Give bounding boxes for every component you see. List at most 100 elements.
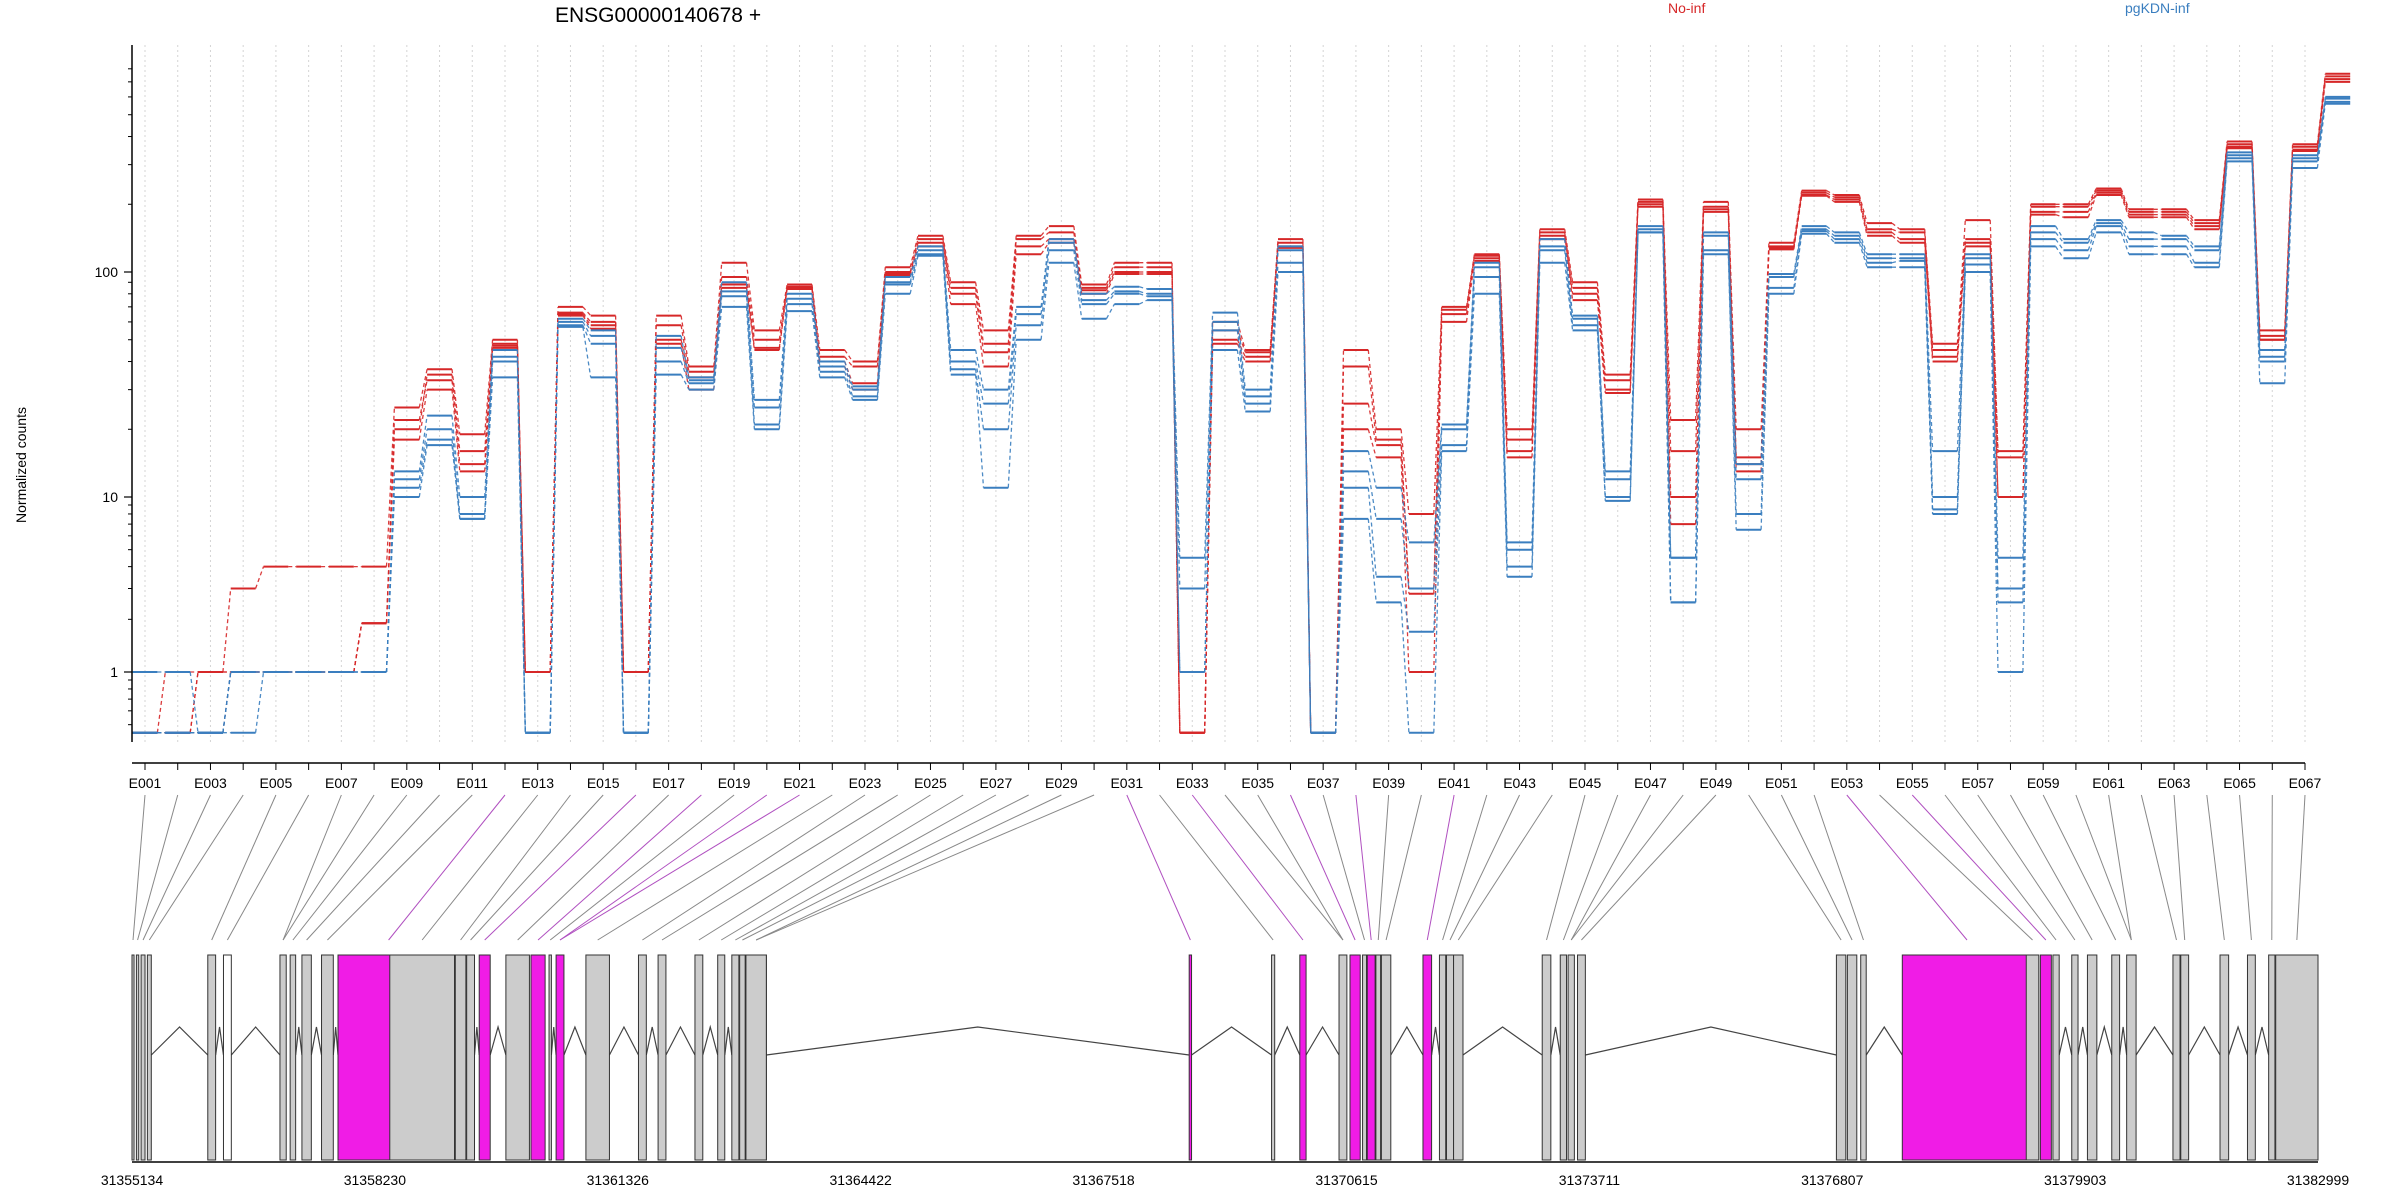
y-tick-label: 10 [102,489,118,505]
intron [608,1025,640,1056]
x-tick-label: E047 [1634,775,1667,791]
intron [2254,1026,2270,1056]
exon-box [140,954,146,1161]
series-connector [157,101,2326,734]
intron [2077,1026,2089,1056]
exon-box [301,954,312,1161]
exon-connector [1944,794,2057,941]
exon-box [1366,954,1376,1161]
exon-box [1380,954,1392,1161]
exon-box [585,954,610,1161]
exon-connector [421,794,539,941]
series-line [132,75,2351,734]
exon-connector [1879,794,2033,941]
exon-box [222,954,232,1161]
exon-box [1338,954,1348,1161]
exon-connector [1191,794,1304,941]
exon-connector [642,794,866,941]
exon-box [2039,954,2052,1161]
x-tick-label: E011 [456,775,488,791]
exon-connector [742,794,1029,941]
exon-box [321,954,334,1161]
exon-box [731,954,740,1161]
series-connector [157,76,2326,734]
series-connector [157,79,2326,734]
x-tick-label: E059 [2027,775,2060,791]
exon-connector [661,794,898,941]
intron [489,1024,507,1056]
exon-connector [148,794,244,941]
intron [563,1025,587,1056]
chart-title: ENSG00000140678 + [555,4,761,27]
intron [1191,1026,1272,1056]
exon-connector [137,794,179,941]
exon-box [657,954,667,1161]
exon-box [1901,954,2033,1161]
x-tick-label: E061 [2092,775,2125,791]
exon-connector [559,794,800,941]
intron [724,1026,733,1056]
exon-box [2086,954,2098,1161]
exon-connector [282,794,375,941]
exon-box [2268,954,2276,1161]
exon-box [146,954,152,1161]
exon-connector [698,794,931,941]
legend-no-inf: No-inf [1668,0,1705,16]
intron [2188,1025,2221,1056]
exon-connector [720,794,964,941]
exon-connector [1449,794,1520,941]
gene-model: 31355134 31358230 31361326 31364422 31367518… [101,954,2350,1188]
exon-connector [1562,794,1619,941]
exon-connector [2108,794,2132,941]
exon-connector [755,794,1095,941]
exon-box [530,954,546,1161]
exon-connector [1546,794,1586,941]
series-line [132,80,2351,734]
genome-tick-label: 31376807 [1801,1172,1864,1188]
x-tick-label: E065 [2223,775,2256,791]
exon-connector [2296,794,2306,941]
exon-connector [1426,794,1455,941]
intron [1462,1026,1543,1056]
genome-tick-label: 31361326 [587,1172,650,1188]
exon-box [1559,954,1568,1161]
exon-box [289,954,297,1161]
x-tick-label: E003 [194,775,227,791]
x-tick-label: E041 [1438,775,1471,791]
y-tick-label: 1 [110,664,118,680]
series-line [132,100,2351,734]
exon-box [2172,954,2181,1161]
exon-connector [282,794,342,941]
x-tick-label: E067 [2289,775,2322,791]
exon-connector [755,794,1062,941]
exon-box [2111,954,2121,1161]
exon-connector [292,794,408,941]
x-tick-label: E005 [260,775,293,791]
genome-tick-label: 31358230 [344,1172,407,1188]
exon-connector [1780,794,1853,941]
exon-box [739,954,746,1161]
exon-box [717,954,726,1161]
intron [2096,1024,2113,1056]
exon-box [389,954,456,1161]
intron [295,1026,303,1056]
exon-box [2275,954,2319,1161]
exon-connector [597,794,833,941]
exon-connector [1570,794,1684,941]
exon-box [2025,954,2040,1161]
exon-connector [1813,794,1864,941]
exon-connector [1442,794,1488,941]
series-connector [157,98,2326,734]
exon-connector [2239,794,2252,941]
intron [702,1024,719,1056]
intron [1585,1026,1837,1056]
exon-box [1375,954,1382,1161]
exon-box [1422,954,1433,1161]
exon-connector [1289,794,1356,941]
exon-box [1271,954,1276,1161]
intron [332,1026,339,1056]
x-tick-label: E043 [1503,775,1536,791]
x-tick-label: E049 [1700,775,1733,791]
genome-tick-label: 31382999 [2287,1172,2350,1188]
series-connector [157,96,2326,734]
